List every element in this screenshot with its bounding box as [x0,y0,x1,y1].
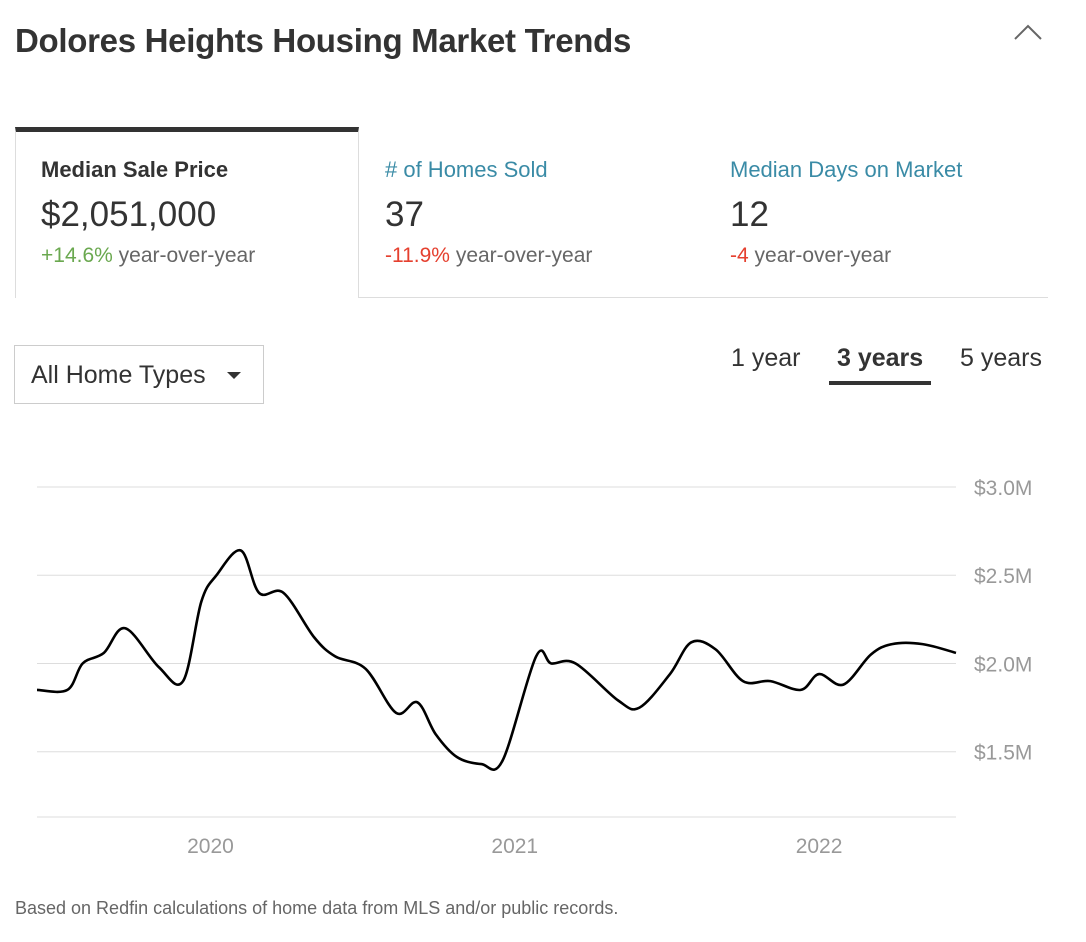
stat-label: Median Sale Price [41,157,229,182]
series-line [36,549,957,771]
stat-median-sale-price[interactable]: Median Sale Price $2,051,000 +14.6% year… [15,127,359,298]
stat-change: -4 year-over-year [730,244,1049,268]
stat-label: # of Homes Sold [385,157,548,182]
page-title: Dolores Heights Housing Market Trends [15,22,632,59]
stat-tabs: Median Sale Price $2,051,000 +14.6% year… [15,127,1048,298]
home-type-select-value: All Home Types [31,361,206,389]
y-tick-label: $3.0M [974,477,1032,500]
y-tick-label: $2.5M [974,565,1032,588]
caret-down-icon [227,372,241,379]
stat-change: +14.6% year-over-year [41,244,358,268]
x-tick-label: 2021 [491,835,538,858]
stat-value: $2,051,000 [41,195,217,234]
y-tick-label: $2.0M [974,653,1032,676]
x-tick-label: 2020 [187,835,234,858]
collapse-button[interactable] [1010,18,1046,48]
tab-5-years[interactable]: 5 years [960,344,1042,372]
stat-change-value: -11.9% [385,244,450,267]
stat-change-value: +14.6% [41,244,113,267]
stat-change-suffix: year-over-year [748,244,892,267]
x-tick-label: 2022 [796,835,843,858]
y-tick-label: $1.5M [974,742,1032,765]
tab-1-year[interactable]: 1 year [731,344,801,372]
chevron-up-icon [1014,24,1042,40]
stat-value: 12 [730,195,769,234]
home-type-select[interactable]: All Home Types [14,345,264,404]
median-sale-price-chart: $1.5M $2.0M $2.5M $3.0M 2020 2021 2022 [36,477,1032,858]
tab-3-years[interactable]: 3 years [829,344,932,385]
stat-homes-sold[interactable]: # of Homes Sold 37 -11.9% year-over-year [360,127,704,297]
stat-change-suffix: year-over-year [449,244,593,267]
stat-change-suffix: year-over-year [112,244,256,267]
stat-label: Median Days on Market [730,157,963,182]
stat-value: 37 [385,195,424,234]
stat-change: -11.9% year-over-year [385,244,704,268]
stat-change-value: -4 [730,244,749,267]
footnote: Based on Redfin calculations of home dat… [15,898,619,918]
stat-median-days-on-market[interactable]: Median Days on Market 12 -4 year-over-ye… [705,127,1049,297]
